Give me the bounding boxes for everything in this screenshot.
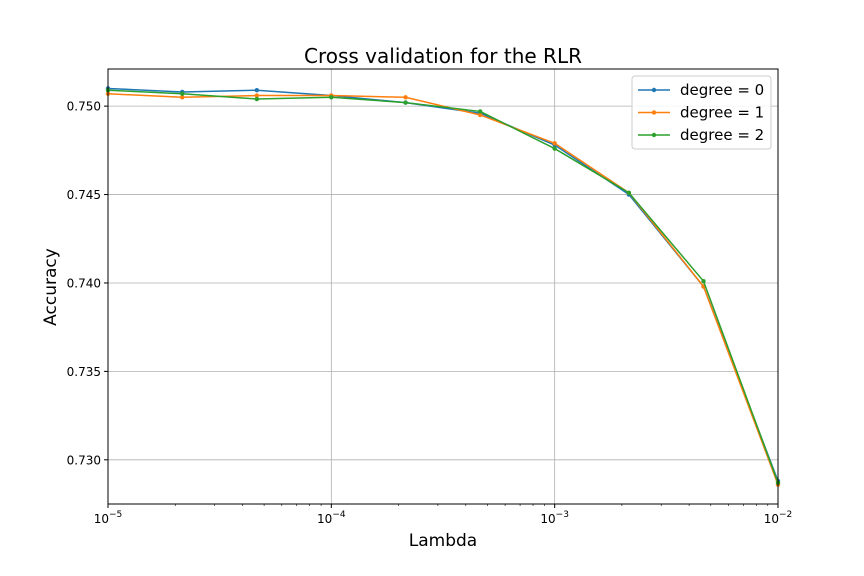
- plot-area-frame: [107, 68, 779, 505]
- legend-item: degree = 0: [638, 81, 764, 99]
- legend-item: degree = 2: [638, 126, 764, 144]
- x-tick-exponent: −5: [109, 510, 122, 520]
- data-point: [701, 278, 706, 284]
- data-point: [477, 109, 483, 114]
- data-point: [403, 95, 408, 100]
- data-point: [254, 88, 260, 93]
- series-layer: [105, 86, 781, 487]
- chart-title: Cross validation for the RLR: [304, 44, 582, 68]
- legend: degree = 0 degree = 1 degree = 2: [631, 75, 772, 150]
- x-tick-base: 10: [764, 512, 779, 526]
- legend-marker: [651, 87, 657, 93]
- data-point: [552, 146, 557, 151]
- x-tick-exponent: −4: [332, 510, 346, 520]
- y-tick-label: 0.735: [67, 365, 101, 379]
- x-tick-exponent: −3: [556, 510, 569, 520]
- legend-box: [631, 75, 772, 150]
- legend-label: degree = 0: [680, 81, 764, 99]
- x-tick-label: 10−2: [764, 510, 793, 526]
- legend-item: degree = 1: [638, 104, 764, 122]
- y-tick-label: 0.745: [67, 188, 101, 202]
- x-tick-exponent: −2: [779, 510, 792, 520]
- data-point: [180, 91, 185, 96]
- legend-marker: [651, 132, 657, 138]
- data-point: [254, 96, 260, 102]
- y-tick-label: 0.750: [67, 100, 101, 114]
- data-point: [626, 190, 632, 195]
- x-axis-ticks: 10−5 10−4 10−3 10−2: [94, 504, 793, 526]
- data-point: [180, 95, 185, 100]
- data-point: [254, 93, 260, 98]
- x-tick-base: 10: [540, 512, 555, 526]
- y-tick-label: 0.730: [67, 453, 101, 467]
- legend-label: degree = 1: [680, 104, 764, 122]
- data-point: [329, 95, 334, 100]
- legend-label: degree = 2: [680, 126, 764, 144]
- y-axis-ticks: 0.730 0.735 0.740 0.745 0.750: [67, 100, 108, 467]
- x-axis-label: Lambda: [409, 531, 477, 551]
- series-line: [107, 89, 779, 484]
- y-axis-label: Accuracy: [41, 248, 61, 326]
- data-point: [552, 141, 557, 146]
- x-tick-base: 10: [317, 512, 332, 526]
- data-point: [403, 100, 408, 105]
- y-tick-label: 0.740: [67, 276, 101, 290]
- x-tick-label: 10−4: [317, 510, 346, 526]
- x-tick-label: 10−3: [540, 510, 569, 526]
- data-point: [477, 112, 483, 118]
- legend-marker: [651, 110, 657, 115]
- x-tick-base: 10: [94, 512, 109, 526]
- series-2: [105, 88, 781, 485]
- x-tick-label: 10−5: [94, 510, 123, 526]
